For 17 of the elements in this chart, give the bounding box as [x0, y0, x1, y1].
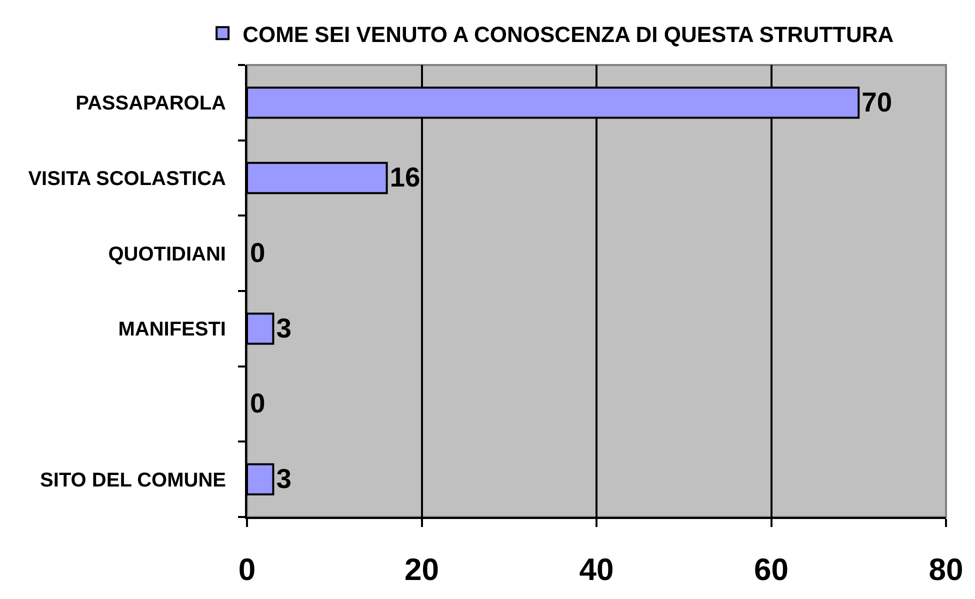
- data-label: 0: [250, 237, 266, 268]
- y-tick-label: SITO DEL COMUNE: [40, 469, 226, 492]
- x-tick-label: 20: [404, 552, 439, 588]
- x-tick-label: 60: [754, 552, 788, 588]
- y-tick-label: VISITA SCOLASTICA: [28, 168, 226, 190]
- x-tick-label: 0: [238, 552, 256, 588]
- data-label: 3: [276, 312, 292, 344]
- y-tick-label: QUOTIDIANI: [108, 243, 226, 266]
- y-tick-label: PASSAPAROLA: [76, 92, 226, 115]
- y-tick-label: MANIFESTI: [118, 318, 226, 341]
- legend-label: COME SEI VENUTO A CONOSCENZA DI QUESTA STRUTTURA: [242, 22, 894, 47]
- data-label: 16: [390, 162, 420, 193]
- x-tick-label: 40: [579, 552, 614, 588]
- data-label: 3: [276, 463, 292, 494]
- x-tick-label: 80: [928, 552, 964, 588]
- data-label: 70: [862, 86, 892, 118]
- data-label: 0: [250, 388, 266, 419]
